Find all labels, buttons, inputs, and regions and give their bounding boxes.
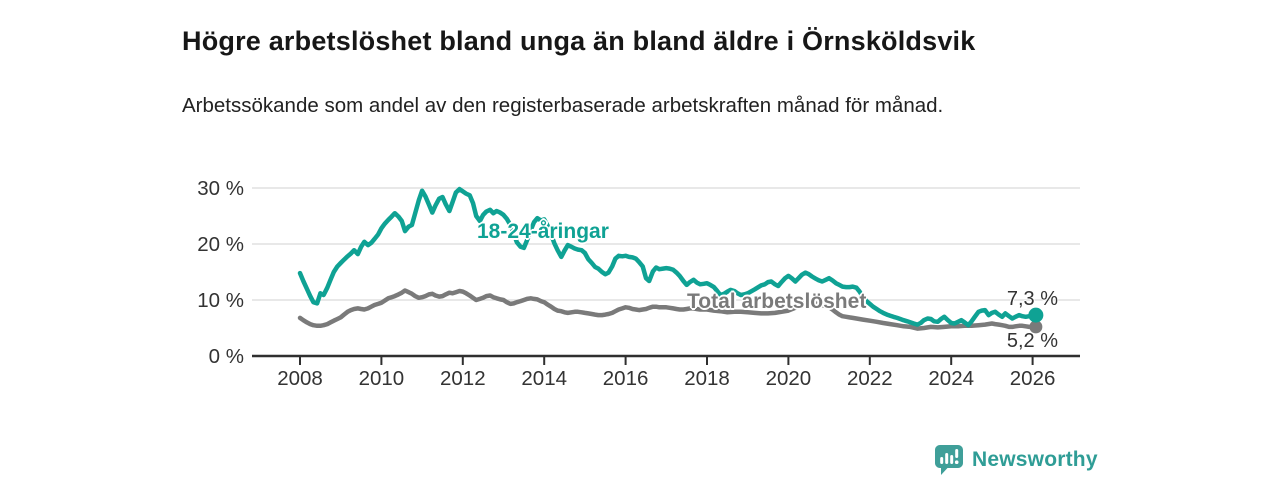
series-label-total: Total arbetslöshet	[687, 290, 867, 313]
x-tick-label: 2014	[521, 367, 567, 390]
x-tick-label: 2008	[277, 367, 323, 390]
end-dot-0	[1028, 307, 1044, 323]
y-tick-label: 0 %	[209, 345, 244, 368]
x-tick-label: 2020	[766, 367, 812, 390]
page-title: Högre arbetslöshet bland unga än bland ä…	[182, 26, 976, 57]
end-dot-1	[1029, 320, 1043, 334]
x-tick-label: 2010	[359, 367, 405, 390]
newsworthy-logo-icon	[935, 445, 963, 475]
newsworthy-logo-text: Newsworthy	[972, 448, 1098, 471]
x-tick-label: 2022	[847, 367, 893, 390]
chart-subtitle: Arbetssökande som andel av den registerb…	[182, 93, 944, 117]
newsworthy-logo[interactable]: Newsworthy	[934, 444, 1098, 476]
x-tick-label: 2026	[1010, 367, 1056, 390]
x-tick-label: 2016	[603, 367, 649, 390]
series-label-youth: 18-24-åringar	[477, 220, 609, 243]
series-line-0	[297, 186, 1039, 328]
y-tick-label: 20 %	[197, 233, 244, 256]
x-tick-label: 2024	[928, 367, 974, 390]
end-value-label-total: 5,2 %	[1006, 330, 1058, 352]
y-tick-label: 30 %	[197, 177, 244, 200]
y-tick-label: 10 %	[197, 289, 244, 312]
series-line-1	[297, 288, 1039, 331]
end-value-label-youth: 7,3 %	[1006, 288, 1058, 310]
x-tick-label: 2012	[440, 367, 486, 390]
x-tick-label: 2018	[684, 367, 730, 390]
